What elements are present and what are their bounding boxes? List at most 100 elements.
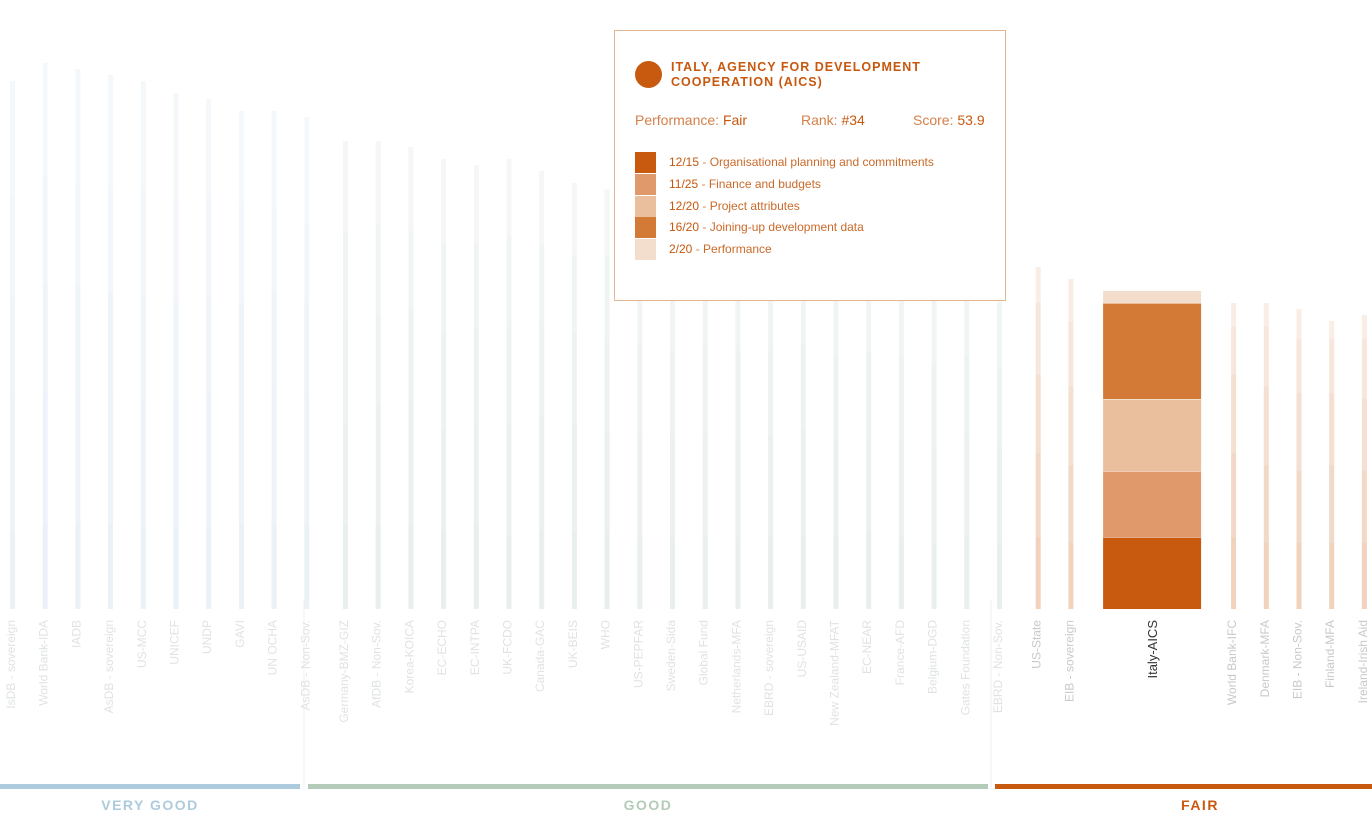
bar-eib-sovereign[interactable] (1068, 279, 1074, 609)
bar-segment (473, 423, 479, 525)
bar-finland-mfa[interactable] (1329, 321, 1335, 609)
category-label: IADB (69, 620, 83, 648)
bar-segment (931, 543, 937, 609)
bar-segment (304, 393, 310, 525)
bar-segment (800, 537, 806, 609)
category-label: UK-FCDO (501, 620, 515, 675)
bar-uk-fcdo[interactable] (506, 159, 512, 609)
bar-segment (1103, 471, 1202, 537)
category-label: AsDB - sovereign (102, 620, 116, 713)
bar-segment (1231, 303, 1237, 327)
bar-segment (1068, 387, 1074, 465)
score-key: Score: (913, 112, 954, 128)
bar-segment (670, 435, 675, 537)
bar-segment (866, 441, 872, 531)
bar-segment (1329, 339, 1335, 393)
bar-segment (800, 345, 806, 429)
bar-segment (964, 357, 970, 435)
bar-italy-aics[interactable] (1103, 291, 1202, 609)
bar-segment (206, 195, 212, 297)
bar-segment (108, 75, 114, 189)
bar-gates-foundation[interactable] (964, 249, 970, 609)
bar-segment (768, 537, 774, 609)
bar-segment (1361, 543, 1367, 609)
bar-segment (1068, 321, 1074, 387)
bar-ireland-irish-aid[interactable] (1361, 315, 1367, 609)
bar-segment (271, 387, 277, 525)
bar-afdb-non-sov-[interactable] (375, 141, 381, 609)
bar-segment (173, 195, 179, 303)
bar-world-bank-ida[interactable] (42, 63, 48, 609)
bar-gavi[interactable] (238, 111, 244, 609)
bar-segment (1361, 339, 1367, 399)
bar-segment (1263, 543, 1269, 609)
bar-korea-koica[interactable] (408, 147, 414, 609)
bar-segment (1329, 543, 1335, 609)
bar-segment (604, 189, 610, 255)
bar-segment (140, 399, 146, 525)
category-label: US-PEPFAR (631, 620, 645, 688)
bar-segment (898, 285, 904, 357)
category-label: Gates Foundation (958, 620, 972, 715)
bar-segment (866, 351, 872, 441)
bar-asdb-non-sov-[interactable] (304, 117, 310, 609)
bar-ec-echo[interactable] (441, 159, 447, 609)
tooltip-row-label: Joining-up development data (709, 220, 864, 234)
bar-canada-gac[interactable] (539, 171, 545, 609)
tooltip-row-label: Project attributes (709, 199, 800, 213)
bar-world-bank-ifc[interactable] (1231, 303, 1237, 609)
bar-segment (271, 207, 277, 291)
category-label: New Zealand-MFAT (828, 619, 842, 725)
band-label-good: GOOD (623, 797, 673, 813)
bar-segment (238, 303, 244, 405)
bar-segment (1068, 543, 1074, 609)
category-label: Denmark-MFA (1258, 620, 1272, 697)
bar-segment (408, 309, 414, 399)
bar-segment (75, 525, 81, 609)
bar-isdb-sovereign[interactable] (10, 81, 15, 609)
bar-segment (271, 291, 277, 387)
bar-ec-intpa[interactable] (473, 165, 479, 609)
bar-segment (140, 297, 146, 399)
bar-segment (75, 393, 81, 525)
bar-undp[interactable] (206, 99, 212, 609)
bar-segment (1103, 291, 1202, 303)
bar-segment (140, 525, 146, 609)
bar-denmark-mfa[interactable] (1263, 303, 1269, 609)
bar-segment (604, 255, 610, 339)
bar-segment (1296, 543, 1302, 609)
bar-iadb[interactable] (75, 69, 81, 609)
bar-tooltip: ITALY, AGENCY FOR DEVELOPMENT COOPERATIO… (614, 30, 1006, 301)
bar-segment (206, 393, 212, 525)
bar-segment (735, 441, 741, 537)
bar-segment (441, 243, 447, 333)
bar-uk-beis[interactable] (571, 183, 577, 609)
category-label: Germany-BMZ-GIZ (337, 620, 351, 723)
bar-eib-non-sov-[interactable] (1296, 309, 1302, 609)
bar-unicef[interactable] (173, 93, 179, 609)
category-label: Global Fund (697, 620, 711, 685)
band-line-good (308, 784, 988, 789)
bar-us-mcc[interactable] (140, 81, 146, 609)
bar-ebrd-non-sov-[interactable] (997, 255, 1002, 609)
category-label: Netherlands-MFA (729, 620, 743, 713)
bar-segment (343, 423, 348, 525)
bar-asdb-sovereign[interactable] (108, 75, 114, 609)
bar-segment (441, 429, 447, 531)
bar-segment (1103, 399, 1202, 471)
bar-who[interactable] (604, 189, 610, 609)
bar-segment (964, 537, 970, 609)
bar-segment (206, 99, 212, 195)
bar-segment (506, 237, 512, 327)
bar-un-ocha[interactable] (271, 111, 277, 609)
bar-segment (238, 111, 244, 207)
tooltip-row-score: 12/20 (669, 199, 700, 213)
bar-segment (140, 189, 146, 297)
bar-segment (173, 525, 179, 609)
band-line-fair (995, 784, 1372, 789)
bar-segment (271, 525, 277, 609)
bar-segment (441, 531, 447, 609)
band-label-fair: FAIR (1181, 797, 1219, 813)
bar-us-state[interactable] (1035, 267, 1041, 609)
bar-germany-bmz-giz[interactable] (343, 141, 348, 609)
